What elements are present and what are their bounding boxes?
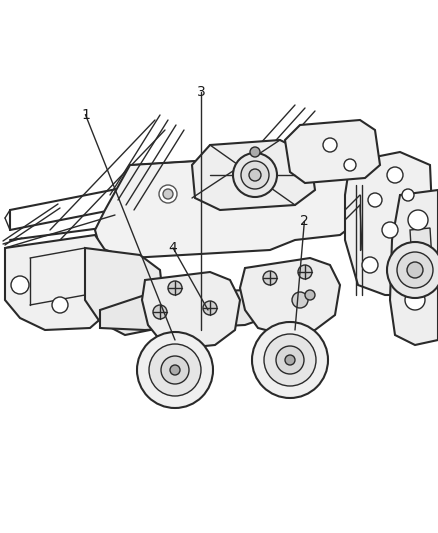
Circle shape — [408, 210, 428, 230]
Circle shape — [203, 301, 217, 315]
Circle shape — [163, 189, 173, 199]
Circle shape — [368, 193, 382, 207]
Circle shape — [276, 346, 304, 374]
Circle shape — [263, 271, 277, 285]
Polygon shape — [85, 248, 165, 335]
Circle shape — [323, 138, 337, 152]
Circle shape — [387, 242, 438, 298]
Circle shape — [405, 290, 425, 310]
Circle shape — [161, 356, 189, 384]
Text: 2: 2 — [300, 214, 309, 228]
Circle shape — [399, 249, 411, 261]
Circle shape — [405, 250, 425, 270]
Circle shape — [153, 305, 167, 319]
Circle shape — [233, 153, 277, 197]
Text: 4: 4 — [169, 241, 177, 255]
Circle shape — [407, 262, 423, 278]
Circle shape — [249, 169, 261, 181]
Circle shape — [344, 159, 356, 171]
Polygon shape — [5, 235, 105, 330]
Circle shape — [241, 161, 269, 189]
Circle shape — [402, 189, 414, 201]
Text: 3: 3 — [197, 85, 206, 99]
Circle shape — [397, 252, 433, 288]
Polygon shape — [100, 290, 265, 330]
Circle shape — [285, 355, 295, 365]
Circle shape — [252, 322, 328, 398]
Polygon shape — [410, 228, 432, 262]
Polygon shape — [345, 152, 435, 295]
Circle shape — [52, 297, 68, 313]
Polygon shape — [285, 120, 380, 183]
Polygon shape — [192, 140, 315, 210]
Circle shape — [250, 147, 260, 157]
Circle shape — [168, 281, 182, 295]
Circle shape — [264, 334, 316, 386]
Polygon shape — [142, 272, 240, 348]
Circle shape — [11, 276, 29, 294]
Circle shape — [298, 265, 312, 279]
Circle shape — [387, 167, 403, 183]
Text: 1: 1 — [81, 108, 90, 122]
Polygon shape — [240, 258, 340, 335]
Polygon shape — [390, 190, 438, 345]
Polygon shape — [95, 155, 360, 258]
Circle shape — [362, 257, 378, 273]
Circle shape — [292, 292, 308, 308]
Circle shape — [170, 365, 180, 375]
Circle shape — [305, 290, 315, 300]
Circle shape — [382, 222, 398, 238]
Circle shape — [137, 332, 213, 408]
Circle shape — [159, 185, 177, 203]
Circle shape — [149, 344, 201, 396]
